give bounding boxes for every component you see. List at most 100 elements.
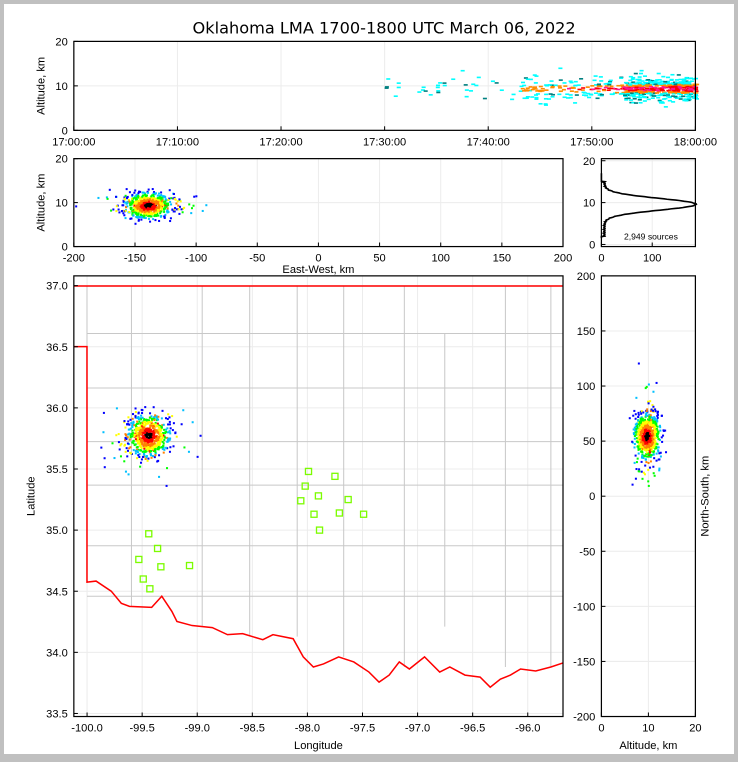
source-point	[133, 209, 136, 212]
x-tick-label: 0	[598, 723, 604, 735]
source-point	[567, 87, 572, 90]
source-point	[133, 424, 136, 427]
source-point	[130, 201, 133, 204]
source-point	[167, 204, 170, 207]
source-point	[637, 447, 640, 450]
source-point	[656, 96, 661, 99]
lma-station-marker	[297, 497, 305, 505]
source-point	[159, 215, 162, 218]
source-point	[652, 405, 655, 408]
source-point	[662, 92, 668, 95]
source-point	[102, 411, 105, 414]
source-point	[157, 430, 160, 433]
source-point	[147, 429, 150, 432]
source-point	[143, 418, 146, 421]
y-tick-label: 150	[577, 326, 596, 338]
source-point	[165, 446, 168, 449]
source-point	[678, 81, 683, 84]
source-point	[657, 87, 662, 90]
source-point	[634, 417, 637, 420]
source-point	[139, 461, 143, 464]
source-point	[121, 209, 124, 213]
source-point	[625, 90, 630, 92]
y-tick-label: 100	[577, 381, 596, 393]
source-point	[145, 455, 148, 458]
source-point	[669, 78, 674, 81]
source-point	[140, 445, 143, 448]
source-point	[684, 82, 689, 85]
source-point	[637, 415, 640, 419]
source-point	[420, 89, 425, 91]
source-point	[538, 85, 543, 88]
source-point	[143, 424, 146, 427]
y-tick-label: -200	[573, 712, 595, 724]
source-point	[645, 461, 648, 464]
source-point	[156, 442, 159, 445]
source-point	[136, 429, 139, 432]
source-point	[645, 455, 648, 458]
source-point	[635, 440, 638, 443]
source-point	[659, 93, 664, 95]
source-point	[134, 425, 138, 428]
source-point	[658, 469, 661, 472]
source-point	[105, 196, 108, 199]
source-point	[154, 451, 157, 454]
source-point	[657, 458, 660, 461]
source-point	[652, 445, 655, 448]
source-point	[175, 202, 178, 205]
source-point	[645, 84, 650, 86]
source-point	[684, 91, 689, 93]
x-tick-label: -96.0	[515, 723, 540, 735]
source-point	[593, 75, 598, 77]
source-count-label: 2,949 sources	[624, 231, 678, 241]
source-point	[637, 413, 640, 416]
source-point	[646, 79, 651, 81]
source-point	[129, 446, 132, 449]
source-point	[156, 201, 159, 204]
source-point	[123, 420, 126, 423]
source-point	[139, 422, 142, 425]
source-point	[650, 88, 655, 91]
source-point	[647, 421, 650, 424]
source-point	[639, 88, 644, 91]
x-tick-label: 100	[643, 253, 662, 265]
source-point	[191, 421, 194, 424]
source-point	[628, 88, 633, 90]
source-point	[647, 484, 650, 487]
source-point	[577, 88, 582, 91]
source-point	[566, 97, 571, 99]
source-point	[152, 406, 155, 409]
source-point	[114, 195, 118, 198]
source-point	[586, 92, 591, 95]
source-point	[681, 85, 686, 87]
source-point	[533, 88, 538, 90]
source-point	[442, 84, 447, 87]
source-point	[613, 88, 618, 90]
source-point	[136, 420, 139, 423]
source-point	[652, 422, 655, 425]
source-point	[435, 84, 441, 87]
source-point	[464, 95, 469, 98]
source-point	[153, 191, 156, 194]
source-point	[649, 418, 652, 421]
source-point	[637, 411, 640, 414]
source-point	[650, 438, 653, 441]
source-point	[181, 211, 184, 214]
source-point	[667, 91, 673, 94]
source-point	[136, 432, 139, 435]
source-point	[642, 84, 648, 87]
source-point	[150, 415, 153, 418]
source-point	[193, 195, 196, 198]
source-point	[523, 77, 528, 79]
source-point	[165, 484, 168, 487]
source-point	[138, 190, 141, 193]
source-point	[634, 423, 637, 426]
source-point	[671, 101, 676, 103]
source-point	[652, 438, 655, 441]
source-point	[161, 196, 164, 199]
source-point	[638, 87, 643, 89]
source-point	[136, 448, 139, 451]
x-tick-label: 20	[689, 723, 701, 735]
source-point	[150, 419, 153, 422]
source-point	[624, 87, 629, 89]
